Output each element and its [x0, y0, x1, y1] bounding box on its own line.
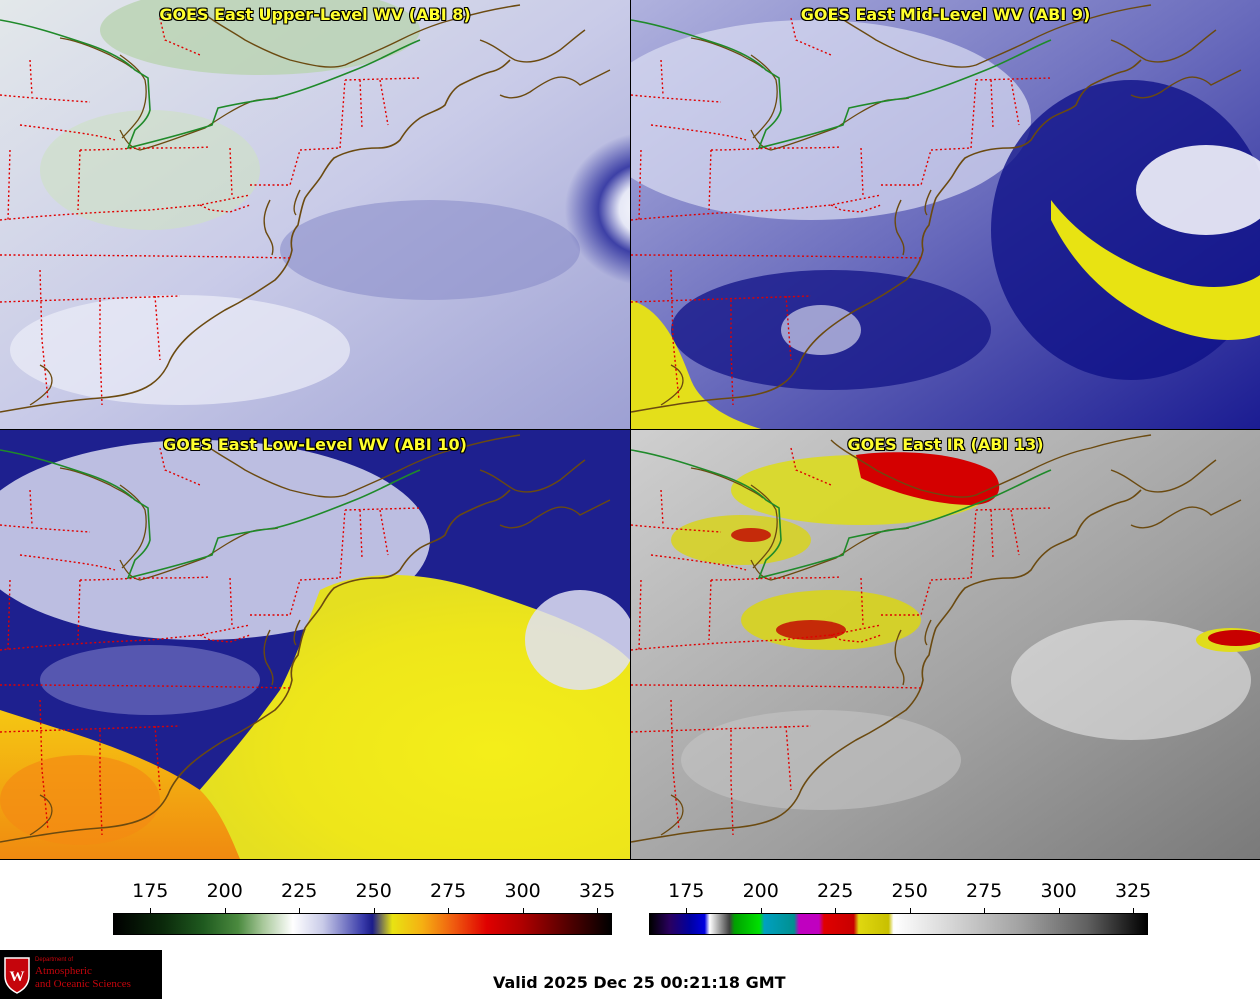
ir-colorbar-tick-mark	[984, 908, 986, 914]
wv-colorbar-tick-label: 275	[430, 880, 467, 902]
ir-colorbar-tick-mark	[686, 908, 688, 914]
logo-line2-text: and Oceanic Sciences	[35, 978, 131, 990]
logo-line1-text: Atmospheric	[35, 965, 92, 977]
wv-colorbar-tick-label: 325	[578, 880, 616, 902]
mid-level-wv-image	[631, 0, 1260, 429]
ir-panel: GOES East IR (ABI 13)	[631, 430, 1260, 859]
ir-colorbar-tick-label: 275	[966, 880, 1003, 902]
wv-colorbar-tick-label: 250	[355, 880, 392, 902]
low-level-wv-title: GOES East Low-Level WV (ABI 10)	[163, 435, 467, 454]
upper-level-wv-panel: GOES East Upper-Level WV (ABI 8)	[0, 0, 630, 429]
panel-divider-horizontal	[0, 429, 1260, 430]
low-level-wv-image	[0, 430, 630, 859]
wv-colorbar-tick-mark	[299, 908, 301, 914]
wv-colorbar-tick-label: 175	[132, 880, 169, 902]
logo-department-text: Department of	[35, 957, 74, 963]
wv-colorbar-tick-label: 300	[504, 880, 541, 902]
wv-colorbar-tick-mark	[150, 908, 152, 914]
upper-level-wv-image	[0, 0, 630, 429]
wv-colorbar-tick-mark	[224, 908, 226, 914]
mid-level-wv-title: GOES East Mid-Level WV (ABI 9)	[800, 5, 1091, 24]
ir-colorbar-tick-label: 200	[742, 880, 779, 902]
valid-time-label: Valid 2025 Dec 25 00:21:18 GMT	[493, 973, 786, 992]
wv-colorbar-tick-label: 200	[206, 880, 243, 902]
ir-colorbar-tick-mark	[835, 908, 837, 914]
aos-logo: W Department of Atmospheric and Oceanic …	[0, 950, 162, 999]
ir-colorbar-tick-mark	[1058, 908, 1060, 914]
ir-colorbar-tick-mark	[760, 908, 762, 914]
ir-image	[631, 430, 1260, 859]
wv-colorbar-tick-mark	[522, 908, 524, 914]
ir-colorbar-tick-mark	[1133, 908, 1135, 914]
ir-colorbar-tick-mark	[909, 908, 911, 914]
upper-level-wv-title: GOES East Upper-Level WV (ABI 8)	[159, 5, 471, 24]
ir-colorbar-tick-label: 175	[668, 880, 705, 902]
ir-colorbar-tick-label: 225	[817, 880, 854, 902]
wv-colorbar-tick-mark	[448, 908, 450, 914]
ir-colorbar-gradient	[649, 913, 1148, 935]
wv-colorbar-gradient	[113, 913, 612, 935]
wv-colorbar-tick-mark	[373, 908, 375, 914]
ir-title: GOES East IR (ABI 13)	[847, 435, 1044, 454]
mid-level-wv-panel: GOES East Mid-Level WV (ABI 9)	[631, 0, 1260, 429]
ir-colorbar-tick-label: 300	[1040, 880, 1077, 902]
image-bottom-border	[0, 859, 1260, 860]
wv-colorbar-tick-mark	[597, 908, 599, 914]
wv-colorbar-tick-label: 225	[281, 880, 318, 902]
svg-text:W: W	[10, 969, 25, 985]
uw-shield-icon: W	[4, 957, 30, 994]
low-level-wv-panel: GOES East Low-Level WV (ABI 10)	[0, 430, 630, 859]
ir-colorbar-tick-label: 250	[891, 880, 928, 902]
ir-colorbar-tick-label: 325	[1114, 880, 1152, 902]
